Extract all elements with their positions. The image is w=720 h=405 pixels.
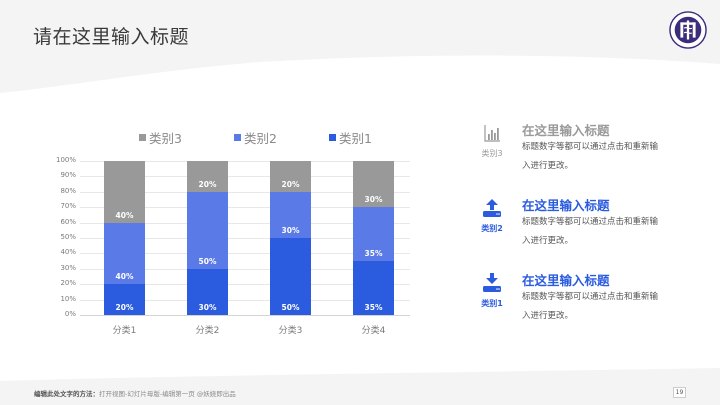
gridline: [80, 299, 410, 301]
university-logo: [669, 11, 707, 49]
bar-segment: 30%: [353, 161, 394, 208]
x-tick-label: 分类3: [278, 326, 303, 336]
data-label: 20%: [281, 179, 300, 189]
x-tick-label: 分类2: [195, 326, 220, 336]
y-tick-label: 60%: [60, 217, 76, 226]
footer-note: 编辑此处文字的方法：打开视图-幻灯片母版-编辑第一页 @妖娆即出品: [34, 388, 236, 398]
y-tick-label: 20%: [60, 279, 76, 288]
x-tick-label: 分类4: [361, 326, 386, 336]
legend-label: 类别1: [339, 131, 372, 146]
bar-segment: 50%: [187, 191, 228, 269]
info-text: 标题数字等都可以通过点击和重新输入进行更改。: [522, 142, 659, 171]
upload-icon: [478, 197, 506, 219]
info-title: 在这里输入标题: [522, 123, 610, 138]
gridline: [80, 238, 410, 239]
gridline: [80, 253, 410, 255]
info-text: 标题数字等都可以通过点击和重新输入进行更改。: [522, 217, 659, 246]
data-label: 40%: [115, 272, 134, 282]
y-tick-label: 100%: [55, 156, 76, 164]
bar-segment: 35%: [353, 207, 394, 262]
bar-segment: 30%: [270, 191, 311, 238]
gridline: [80, 191, 410, 193]
gridline: [80, 176, 410, 178]
bar-segment: 20%: [104, 284, 145, 315]
gridline: [80, 222, 410, 224]
y-tick-label: 80%: [60, 186, 76, 195]
bar-segment: 35%: [353, 261, 394, 315]
info-title: 在这里输入标题: [522, 273, 610, 288]
legend-swatch: [139, 134, 146, 141]
bar-segment: 40%: [104, 222, 145, 285]
data-label: 40%: [115, 210, 134, 220]
gridline: [80, 161, 410, 162]
legend-label: 类别3: [149, 131, 182, 146]
y-tick-label: 70%: [60, 202, 76, 211]
info-category: 类别2: [481, 224, 503, 233]
legend-item: 类别1: [329, 128, 372, 147]
y-tick-label: 90%: [60, 171, 76, 180]
legend-swatch: [234, 134, 241, 141]
gridline: [80, 284, 410, 286]
info-text: 标题数字等都可以通过点击和重新输入进行更改。: [522, 292, 659, 321]
page-number: 19: [673, 387, 686, 398]
data-label: 30%: [198, 302, 217, 312]
y-tick-label: 0%: [64, 310, 76, 318]
data-label: 30%: [281, 225, 300, 235]
bar-segment: 50%: [270, 238, 311, 315]
bar-segment: 40%: [104, 161, 145, 223]
info-category: 类别3: [481, 149, 503, 158]
data-label: 30%: [364, 195, 383, 205]
y-tick-label: 40%: [60, 248, 76, 257]
bar-segment: 20%: [270, 161, 311, 192]
legend-item: 类别2: [234, 128, 277, 147]
bar-segment: 30%: [187, 268, 228, 315]
data-label: 20%: [198, 179, 217, 189]
info-title: 在这里输入标题: [522, 198, 610, 213]
y-tick-label: 50%: [60, 233, 76, 241]
data-label: 50%: [198, 256, 217, 266]
info-category: 类别1: [481, 299, 503, 308]
y-tick-label: 10%: [60, 294, 76, 303]
data-label: 35%: [364, 302, 383, 312]
data-label: 20%: [115, 302, 134, 312]
bar-segment: 20%: [187, 161, 228, 192]
x-tick-label: 分类1: [112, 326, 137, 336]
legend-item: 类别3: [139, 128, 182, 147]
download-icon: [478, 272, 506, 294]
footer-note-bold: 编辑此处文字的方法：: [34, 390, 99, 398]
page-title: 请在这里输入标题: [33, 26, 190, 48]
gridline: [80, 268, 410, 270]
gridline: [80, 315, 410, 316]
legend-swatch: [329, 134, 336, 141]
gridline: [80, 207, 410, 209]
y-tick-label: 30%: [60, 263, 76, 272]
data-label: 50%: [281, 303, 300, 312]
legend-label: 类别2: [244, 131, 277, 146]
footer-note-text: 打开视图-幻灯片母版-编辑第一页 @妖娆即出品: [99, 390, 236, 398]
bar-chart-icon: [478, 122, 506, 144]
data-label: 35%: [364, 249, 383, 259]
